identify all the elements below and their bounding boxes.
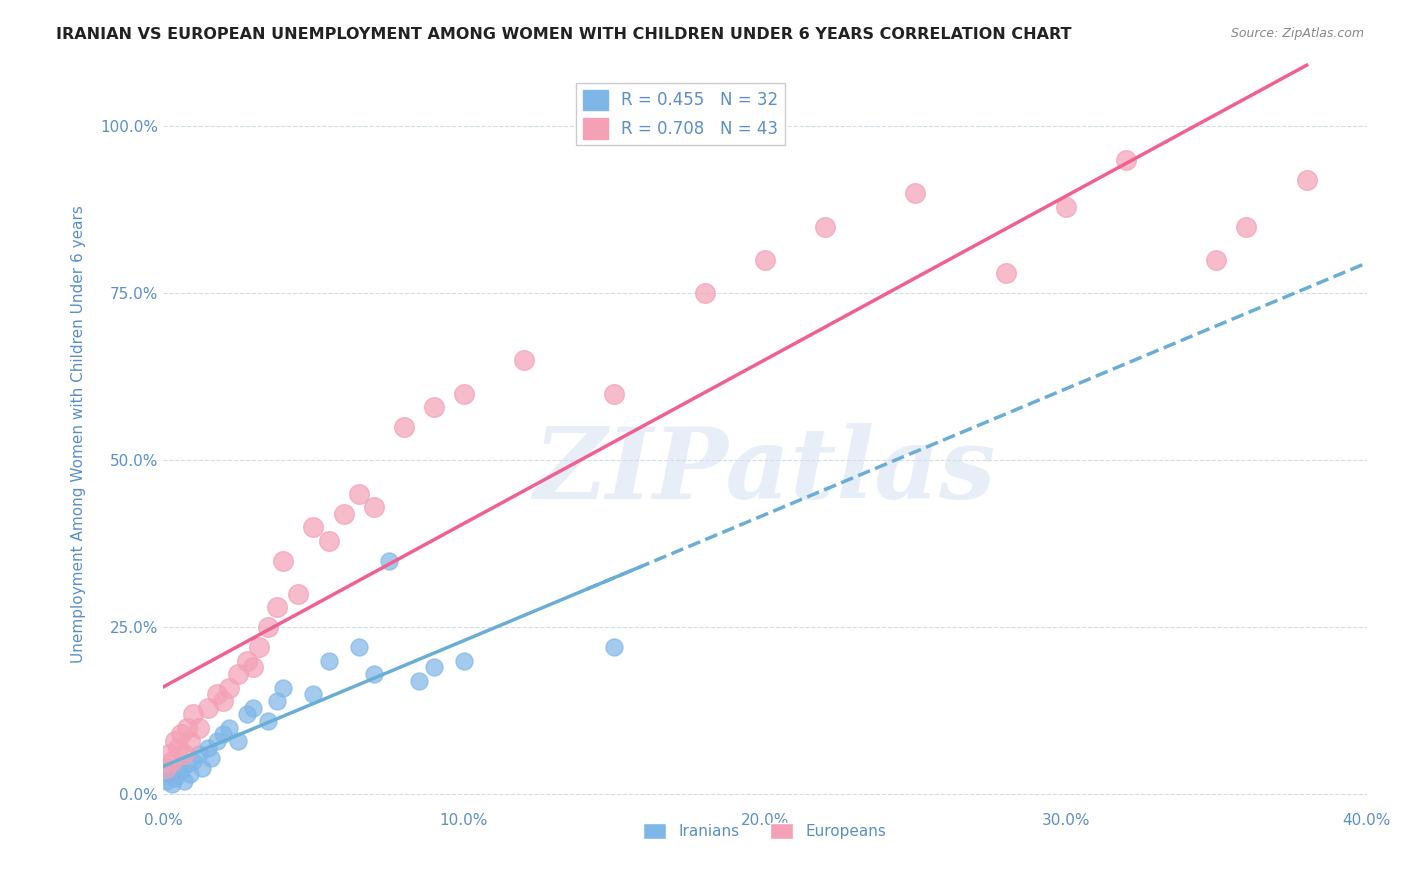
Point <box>423 660 446 674</box>
Point <box>173 774 195 789</box>
Point <box>236 707 259 722</box>
Point <box>179 734 201 748</box>
Point <box>197 740 219 755</box>
Point <box>603 640 626 655</box>
Point <box>302 520 325 534</box>
Point <box>181 707 204 722</box>
Point <box>200 750 222 764</box>
Point <box>163 771 186 785</box>
Point <box>363 667 385 681</box>
Point <box>302 687 325 701</box>
Point <box>247 640 270 655</box>
Point <box>754 252 776 267</box>
Point <box>453 386 475 401</box>
Point <box>188 721 211 735</box>
Point <box>1236 219 1258 234</box>
Point <box>167 740 190 755</box>
Point <box>273 681 295 695</box>
Text: ZIPatlas: ZIPatlas <box>534 423 995 519</box>
Point <box>157 767 180 781</box>
Point <box>218 681 240 695</box>
Point <box>181 754 204 768</box>
Point <box>236 654 259 668</box>
Point <box>163 734 186 748</box>
Point <box>453 654 475 668</box>
Point <box>179 767 201 781</box>
Point <box>332 507 354 521</box>
Point <box>160 754 183 768</box>
Point <box>1054 200 1077 214</box>
Point <box>212 727 235 741</box>
Point <box>693 286 716 301</box>
Point <box>994 266 1017 280</box>
Point <box>257 620 280 634</box>
Point <box>157 747 180 762</box>
Point <box>170 727 193 741</box>
Point <box>1115 153 1137 167</box>
Point <box>205 734 228 748</box>
Text: IRANIAN VS EUROPEAN UNEMPLOYMENT AMONG WOMEN WITH CHILDREN UNDER 6 YEARS CORRELA: IRANIAN VS EUROPEAN UNEMPLOYMENT AMONG W… <box>56 27 1071 42</box>
Point <box>242 660 264 674</box>
Point <box>160 777 183 791</box>
Point <box>155 761 177 775</box>
Point <box>212 694 235 708</box>
Point <box>347 640 370 655</box>
Point <box>242 700 264 714</box>
Point <box>513 353 536 368</box>
Point <box>257 714 280 728</box>
Point <box>218 721 240 735</box>
Point <box>287 587 309 601</box>
Point <box>603 386 626 401</box>
Point <box>266 694 288 708</box>
Y-axis label: Unemployment Among Women with Children Under 6 years: Unemployment Among Women with Children U… <box>72 205 86 663</box>
Point <box>1295 173 1317 187</box>
Point <box>392 420 415 434</box>
Legend: Iranians, Europeans: Iranians, Europeans <box>637 817 893 845</box>
Point <box>377 553 399 567</box>
Point <box>167 761 190 775</box>
Point <box>318 654 340 668</box>
Point <box>347 487 370 501</box>
Text: Source: ZipAtlas.com: Source: ZipAtlas.com <box>1230 27 1364 40</box>
Point <box>170 764 193 778</box>
Point <box>266 600 288 615</box>
Point <box>191 761 214 775</box>
Point <box>205 687 228 701</box>
Point <box>226 734 249 748</box>
Point <box>188 747 211 762</box>
Point <box>814 219 837 234</box>
Point <box>197 700 219 714</box>
Point <box>1205 252 1227 267</box>
Point <box>273 553 295 567</box>
Point <box>176 757 198 772</box>
Point <box>226 667 249 681</box>
Point <box>176 721 198 735</box>
Point <box>363 500 385 515</box>
Point <box>423 400 446 414</box>
Point <box>155 774 177 789</box>
Point <box>904 186 927 201</box>
Point <box>408 673 430 688</box>
Point <box>173 747 195 762</box>
Point <box>318 533 340 548</box>
